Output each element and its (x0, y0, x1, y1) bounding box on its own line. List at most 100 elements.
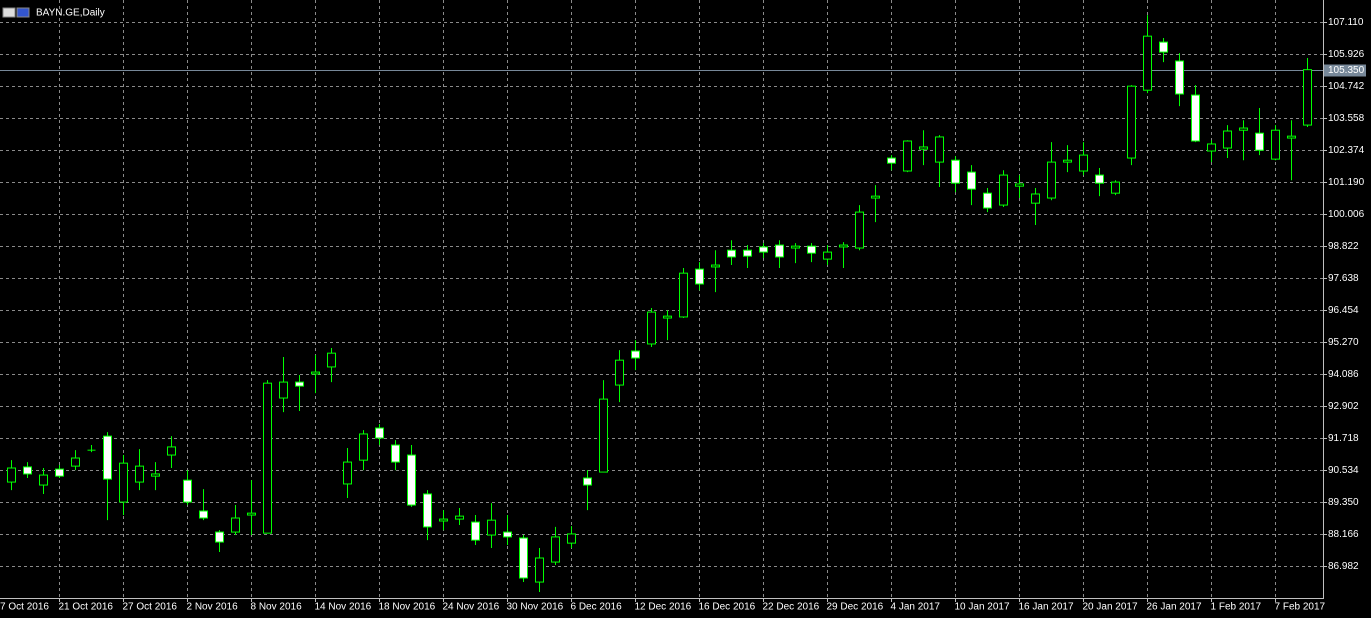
last-price-box (1324, 64, 1366, 77)
candle-body (71, 457, 80, 467)
candle-body (215, 531, 224, 543)
candle-body (1063, 159, 1072, 163)
candle-body (903, 140, 912, 172)
y-tick-label: 91.718 (1328, 433, 1359, 444)
x-tick-label: 14 Nov 2016 (315, 602, 372, 613)
candle-body (119, 462, 128, 503)
candle-body (55, 468, 64, 477)
candle-body (823, 251, 832, 260)
candle-body (471, 521, 480, 541)
y-tick-label: 98.822 (1328, 241, 1359, 252)
candle-body (311, 371, 320, 375)
candle-body (23, 466, 32, 475)
last-price-label: 105.350 (1328, 65, 1365, 76)
y-tick-label: 90.534 (1328, 465, 1359, 476)
candle-body (7, 467, 16, 483)
candle-body (247, 512, 256, 516)
candle-body (1255, 132, 1264, 151)
y-tick-label: 101.190 (1328, 177, 1365, 188)
candle-body (919, 146, 928, 150)
candle-body (1127, 85, 1136, 159)
x-tick-label: 22 Dec 2016 (763, 602, 820, 613)
candle-body (167, 446, 176, 456)
x-tick-label: 7 Feb 2017 (1275, 602, 1326, 613)
candle-body (199, 510, 208, 519)
candle-body (663, 315, 672, 319)
candle-body (679, 272, 688, 318)
y-tick-label: 100.006 (1328, 209, 1365, 220)
candle-body (39, 474, 48, 486)
x-tick-label: 21 Oct 2016 (59, 602, 114, 613)
candle-body (519, 537, 528, 579)
candle-body (1207, 143, 1216, 152)
y-tick-label: 103.558 (1328, 113, 1365, 124)
x-tick-label: 4 Jan 2017 (891, 602, 941, 613)
candle-body (1191, 94, 1200, 142)
x-tick-label: 29 Dec 2016 (827, 602, 884, 613)
candle-body (1223, 130, 1232, 149)
y-tick-label: 92.902 (1328, 401, 1359, 412)
candle-body (1015, 183, 1024, 187)
candle-body (999, 174, 1008, 206)
candle-body (1031, 193, 1040, 204)
candle-body (407, 454, 416, 506)
candle-body (423, 493, 432, 528)
candle-body (855, 211, 864, 249)
candle-body (727, 249, 736, 258)
candle-body (359, 433, 368, 461)
candle-body (1303, 69, 1312, 126)
candle-body (1143, 35, 1152, 91)
candle-body (183, 479, 192, 503)
candle-body (791, 245, 800, 249)
candle-body (711, 264, 720, 268)
x-tick-label: 27 Oct 2016 (123, 602, 178, 613)
x-tick-label: 26 Jan 2017 (1147, 602, 1202, 613)
candle-body (151, 473, 160, 477)
chart-title: BAYN.GE,Daily (36, 8, 105, 19)
candle-body (567, 533, 576, 544)
candle-body (1095, 174, 1104, 184)
y-tick-label: 107.110 (1328, 17, 1364, 28)
y-tick-label: 86.982 (1328, 561, 1359, 572)
candle-body (583, 477, 592, 486)
y-tick-label: 96.454 (1328, 305, 1359, 316)
candle-body (1159, 41, 1168, 53)
candle-body (231, 517, 240, 533)
x-tick-label: 20 Jan 2017 (1083, 602, 1138, 613)
candle-body (695, 268, 704, 285)
y-tick-label: 89.350 (1328, 497, 1359, 508)
candle-body (807, 245, 816, 254)
candle-body (1175, 60, 1184, 95)
candle-body (535, 557, 544, 583)
candle-body (887, 157, 896, 164)
candle-body (487, 519, 496, 536)
candle-body (135, 465, 144, 483)
x-tick-label: 16 Jan 2017 (1019, 602, 1074, 613)
candle-body (455, 515, 464, 520)
y-tick-label: 95.270 (1328, 337, 1359, 348)
x-tick-label: 8 Nov 2016 (251, 602, 303, 613)
candle-body (631, 350, 640, 359)
candle-body (279, 381, 288, 399)
candle-body (1239, 127, 1248, 131)
x-tick-label: 16 Dec 2016 (699, 602, 756, 613)
candle-body (871, 195, 880, 199)
candle-body (295, 381, 304, 387)
x-tick-label: 2 Nov 2016 (187, 602, 239, 613)
x-tick-label: 10 Jan 2017 (955, 602, 1010, 613)
x-tick-label: 24 Nov 2016 (443, 602, 500, 613)
candle-body (951, 159, 960, 184)
y-tick-label: 88.166 (1328, 529, 1359, 540)
symbol-icon (2, 7, 16, 18)
candle-body (839, 244, 848, 248)
candle-body (263, 382, 272, 534)
candle-body (1287, 135, 1296, 139)
candle-body (1111, 181, 1120, 194)
candle-body (1079, 154, 1088, 172)
candle-body (759, 246, 768, 253)
x-tick-label: 12 Dec 2016 (635, 602, 692, 613)
candle-body (391, 444, 400, 463)
y-tick-label: 104.742 (1328, 81, 1365, 92)
candle-body (615, 359, 624, 386)
